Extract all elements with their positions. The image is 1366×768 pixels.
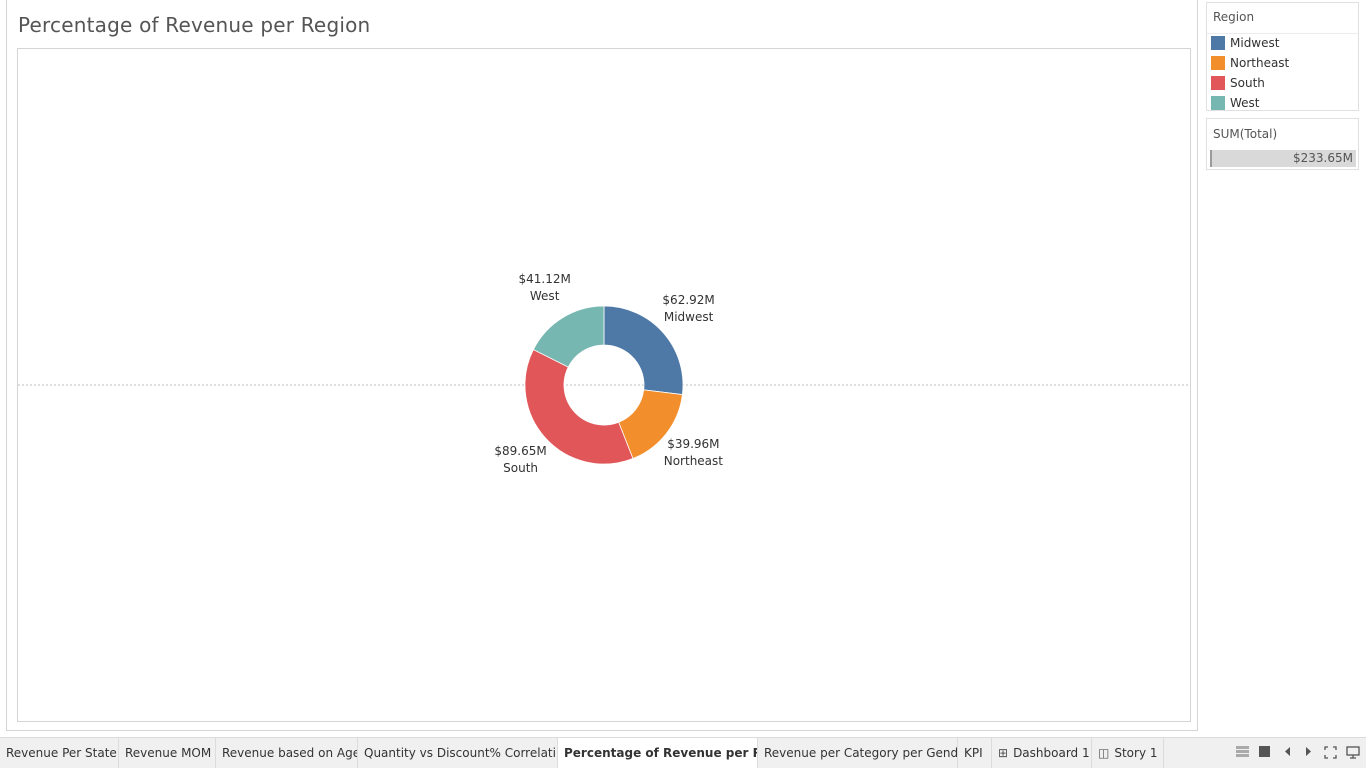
legend-swatch xyxy=(1211,56,1225,70)
sheet-sorter-icon[interactable] xyxy=(1236,746,1249,760)
page-title: Percentage of Revenue per Region xyxy=(18,13,371,37)
data-label-value: $39.96M xyxy=(667,437,719,451)
legend-swatch xyxy=(1211,96,1225,110)
legend-item-west[interactable]: West xyxy=(1211,94,1351,112)
tab-label: Revenue based on Age xyxy=(222,746,358,760)
donut-chart[interactable]: $62.92M Midwest $39.96M Northeast $89.65M Sou… xyxy=(18,49,1190,721)
divider xyxy=(1207,33,1358,34)
tab-label: Dashboard 1 xyxy=(1013,746,1090,760)
tab-dashboard-1[interactable]: ⊞ Dashboard 1 xyxy=(992,738,1092,768)
tab-percentage-of-revenue[interactable]: Percentage of Revenue per Re... xyxy=(558,738,758,768)
next-sheet-icon[interactable] xyxy=(1305,746,1313,760)
tab-revenue-per-state[interactable]: Revenue Per State xyxy=(0,738,119,768)
donut-slice-midwest[interactable] xyxy=(603,305,684,395)
legend-swatch xyxy=(1211,36,1225,50)
tab-revenue-based-on-age[interactable]: Revenue based on Age xyxy=(216,738,358,768)
tab-story-1[interactable]: ◫ Story 1 xyxy=(1092,738,1164,768)
tab-label: Revenue MOM xyxy=(125,746,212,760)
data-label-value: $89.65M xyxy=(494,444,546,458)
tab-label: Quantity vs Discount% Correlati... xyxy=(364,746,558,760)
legend-item-south[interactable]: South xyxy=(1211,74,1351,92)
legend-label: Northeast xyxy=(1230,56,1290,70)
sheet-tab-bar: Revenue Per State Revenue MOM Revenue ba… xyxy=(0,737,1366,768)
data-label-category: Northeast xyxy=(664,454,724,468)
tab-kpi[interactable]: KPI xyxy=(958,738,992,768)
data-label-category: Midwest xyxy=(664,310,714,324)
presentation-icon[interactable] xyxy=(1346,746,1360,762)
worksheet: Percentage of Revenue per Region $62.92M… xyxy=(6,0,1198,731)
size-legend: SUM(Total) $233.65M xyxy=(1206,118,1359,170)
data-label-value: $62.92M xyxy=(662,293,714,307)
tab-label: Revenue Per State xyxy=(6,746,117,760)
story-icon: ◫ xyxy=(1098,746,1110,760)
legend-item-northeast[interactable]: Northeast xyxy=(1211,54,1351,72)
fit-icon[interactable] xyxy=(1324,746,1337,762)
legend-swatch xyxy=(1211,76,1225,90)
legend-item-midwest[interactable]: Midwest xyxy=(1211,34,1351,52)
tab-label: Revenue per Category per Gender xyxy=(764,746,958,760)
plot-area[interactable]: $62.92M Midwest $39.96M Northeast $89.65M Sou… xyxy=(17,48,1191,722)
legend-label: West xyxy=(1230,96,1260,110)
filmstrip-icon[interactable] xyxy=(1259,746,1270,760)
data-label-category: West xyxy=(530,289,560,303)
tab-revenue-mom[interactable]: Revenue MOM xyxy=(119,738,216,768)
size-legend-bar: $233.65M xyxy=(1210,150,1356,167)
color-legend: Region Midwest Northeast South West xyxy=(1206,2,1359,111)
legend-label: Midwest xyxy=(1230,36,1280,50)
tab-quantity-vs-discount[interactable]: Quantity vs Discount% Correlati... xyxy=(358,738,558,768)
tab-label: Story 1 xyxy=(1114,746,1158,760)
donut-slice-west[interactable] xyxy=(532,305,605,368)
size-legend-title: SUM(Total) xyxy=(1213,127,1278,141)
size-legend-value: $233.65M xyxy=(1293,151,1353,165)
previous-sheet-icon[interactable] xyxy=(1283,746,1291,760)
legend-title: Region xyxy=(1213,10,1255,24)
tab-revenue-per-category[interactable]: Revenue per Category per Gender xyxy=(758,738,958,768)
tab-label: KPI xyxy=(964,746,983,760)
donut-slice-south[interactable] xyxy=(524,349,634,465)
tab-label: Percentage of Revenue per Re... xyxy=(564,746,757,760)
dashboard-icon: ⊞ xyxy=(998,746,1009,760)
data-label-value: $41.12M xyxy=(518,272,570,286)
data-label-category: South xyxy=(503,461,538,475)
legend-label: South xyxy=(1230,76,1265,90)
